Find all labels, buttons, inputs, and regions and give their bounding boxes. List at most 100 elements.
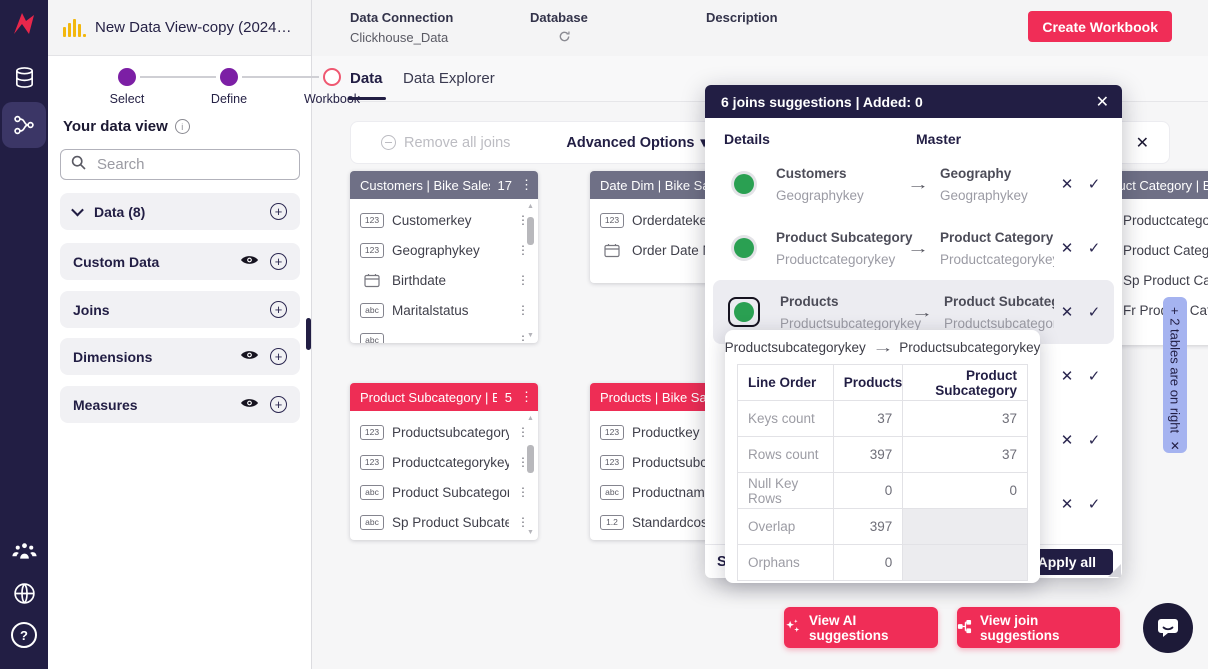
accept-suggestion-button[interactable]: ✓ [1087, 176, 1101, 193]
card-scrollbar[interactable]: ▲ ▼ [525, 414, 536, 537]
app-logo[interactable] [0, 10, 48, 38]
info-icon[interactable]: i [174, 119, 190, 134]
join-status-dot[interactable] [734, 238, 754, 258]
help-icon[interactable]: ? [0, 622, 48, 648]
suggestion-row[interactable]: ✕ ✓ [713, 472, 1114, 536]
accept-suggestion-button[interactable]: ✓ [1087, 240, 1101, 257]
table-card-product-subcategory[interactable]: Product Subcategory | Bik… 5 ⋮ 123 Produ… [350, 383, 538, 540]
section-joins[interactable]: Joins + [60, 291, 300, 328]
toolbar-close-button[interactable]: ✕ [1135, 134, 1149, 152]
step-select-dot[interactable] [118, 68, 136, 86]
reject-suggestion-button[interactable]: ✕ [1060, 368, 1074, 385]
database-icon[interactable] [0, 66, 48, 89]
question-glyph: ? [20, 627, 28, 643]
scrollbar-thumb[interactable] [527, 217, 534, 245]
field-row[interactable]: 123 Orderdatekey [590, 205, 755, 235]
add-icon[interactable]: + [270, 253, 287, 270]
add-icon[interactable]: + [270, 203, 287, 220]
field-row[interactable]: abc Sp Product Subcateg… ⋮ [350, 507, 538, 537]
modal-resize-grip[interactable] [1108, 564, 1121, 577]
accept-suggestion-button[interactable]: ✓ [1087, 496, 1101, 513]
kebab-menu-icon[interactable]: ⋮ [517, 243, 529, 257]
accept-suggestion-button[interactable]: ✓ [1087, 432, 1101, 449]
field-row[interactable]: abc Productname [590, 477, 755, 507]
field-row[interactable]: 123 Productcategorykey ⋮ [350, 447, 538, 477]
table-card-header[interactable]: Customers | Bike Sales 17 ⋮ [350, 171, 538, 199]
section-custom-data[interactable]: Custom Data + [60, 243, 300, 280]
card-scrollbar[interactable]: ▲ ▼ [525, 202, 536, 340]
add-icon[interactable]: + [270, 348, 287, 365]
globe-icon[interactable] [0, 581, 48, 606]
suggestion-row[interactable]: Customers Geographykey → Geography Geogr… [713, 152, 1114, 216]
scroll-up-icon[interactable]: ▲ [527, 415, 534, 422]
kebab-menu-icon[interactable]: ⋮ [517, 273, 529, 287]
section-measures[interactable]: Measures + [60, 386, 300, 423]
remove-all-joins-button[interactable]: Remove all joins [381, 135, 510, 151]
join-status-dot[interactable] [734, 174, 754, 194]
add-icon[interactable]: + [270, 301, 287, 318]
field-row[interactable]: 123 Customerkey ⋮ [350, 205, 538, 235]
view-join-suggestions-button[interactable]: View join suggestions [957, 607, 1120, 648]
close-icon[interactable]: ✕ [1169, 439, 1181, 454]
kebab-menu-icon[interactable]: ⋮ [517, 213, 529, 227]
chevron-down-icon[interactable] [71, 203, 84, 217]
skip-button-fragment[interactable]: S [717, 553, 727, 570]
field-row[interactable]: abc Product Subcategory ⋮ [350, 477, 538, 507]
section-data[interactable]: Data (8) + [60, 193, 300, 230]
tab-data[interactable]: Data [350, 70, 383, 87]
view-ai-suggestions-button[interactable]: View AI suggestions [784, 607, 938, 648]
reject-suggestion-button[interactable]: ✕ [1060, 304, 1074, 321]
accept-suggestion-button[interactable]: ✓ [1087, 304, 1101, 321]
create-workbook-button[interactable]: Create Workbook [1028, 11, 1172, 42]
kebab-menu-icon[interactable]: ⋮ [517, 515, 529, 529]
kebab-menu-icon[interactable]: ⋮ [520, 177, 533, 192]
join-editor-icon[interactable] [0, 113, 48, 137]
reject-suggestion-button[interactable]: ✕ [1060, 432, 1074, 449]
suggestion-row[interactable]: ✕ ✓ [713, 344, 1114, 408]
field-row[interactable]: Birthdate ⋮ [350, 265, 538, 295]
eye-icon[interactable] [240, 253, 259, 271]
suggestion-row[interactable]: ✕ ✓ [713, 408, 1114, 472]
team-icon[interactable] [0, 540, 48, 560]
accept-suggestion-button[interactable]: ✓ [1087, 368, 1101, 385]
reject-suggestion-button[interactable]: ✕ [1060, 176, 1074, 193]
suggestion-row[interactable]: Product Subcategory Productcategorykey →… [713, 216, 1114, 280]
kebab-menu-icon[interactable]: ⋮ [517, 425, 529, 439]
step-define-dot[interactable] [220, 68, 238, 86]
chat-launcher[interactable] [1143, 603, 1193, 653]
field-row[interactable]: abc [350, 537, 538, 540]
scroll-down-icon[interactable]: ▼ [527, 332, 534, 339]
scroll-down-icon[interactable]: ▼ [527, 529, 534, 536]
tab-data-explorer[interactable]: Data Explorer [403, 70, 495, 87]
table-card-customers[interactable]: Customers | Bike Sales 17 ⋮ 123 Customer… [350, 171, 538, 343]
scrollbar-thumb[interactable] [527, 445, 534, 473]
advanced-options-dropdown[interactable]: Advanced Options ▾ [566, 135, 707, 151]
field-row[interactable]: 123 Productsubcategory… ⋮ [350, 417, 538, 447]
search-input[interactable] [95, 155, 289, 174]
field-row[interactable]: 123 Geographykey ⋮ [350, 235, 538, 265]
reject-suggestion-button[interactable]: ✕ [1060, 240, 1074, 257]
kebab-menu-icon[interactable]: ⋮ [520, 389, 533, 404]
join-status-dot[interactable] [734, 302, 754, 322]
modal-close-button[interactable]: ✕ [1095, 93, 1109, 111]
refresh-icon[interactable] [530, 30, 588, 46]
kebab-menu-icon[interactable]: ⋮ [517, 455, 529, 469]
field-row[interactable]: 1.2 Standardcost [590, 507, 755, 537]
kebab-menu-icon[interactable]: ⋮ [517, 333, 529, 343]
eye-icon[interactable] [240, 348, 259, 366]
field-row[interactable]: 123 Productkey [590, 417, 755, 447]
field-row[interactable]: abc ⋮ [350, 325, 538, 343]
table-title: Customers | Bike Sales [360, 177, 490, 193]
step-workbook-dot[interactable] [323, 68, 341, 86]
kebab-menu-icon[interactable]: ⋮ [517, 485, 529, 499]
eye-icon[interactable] [240, 396, 259, 414]
add-icon[interactable]: + [270, 396, 287, 413]
panel-resize-handle[interactable] [306, 318, 311, 350]
tables-overflow-badge[interactable]: + 2 tables are on right ✕ [1163, 297, 1187, 453]
kebab-menu-icon[interactable]: ⋮ [517, 303, 529, 317]
reject-suggestion-button[interactable]: ✕ [1060, 496, 1074, 513]
scroll-up-icon[interactable]: ▲ [527, 203, 534, 210]
table-card-header[interactable]: Product Subcategory | Bik… 5 ⋮ [350, 383, 538, 411]
field-row[interactable]: abc Maritalstatus ⋮ [350, 295, 538, 325]
section-dimensions[interactable]: Dimensions + [60, 338, 300, 375]
